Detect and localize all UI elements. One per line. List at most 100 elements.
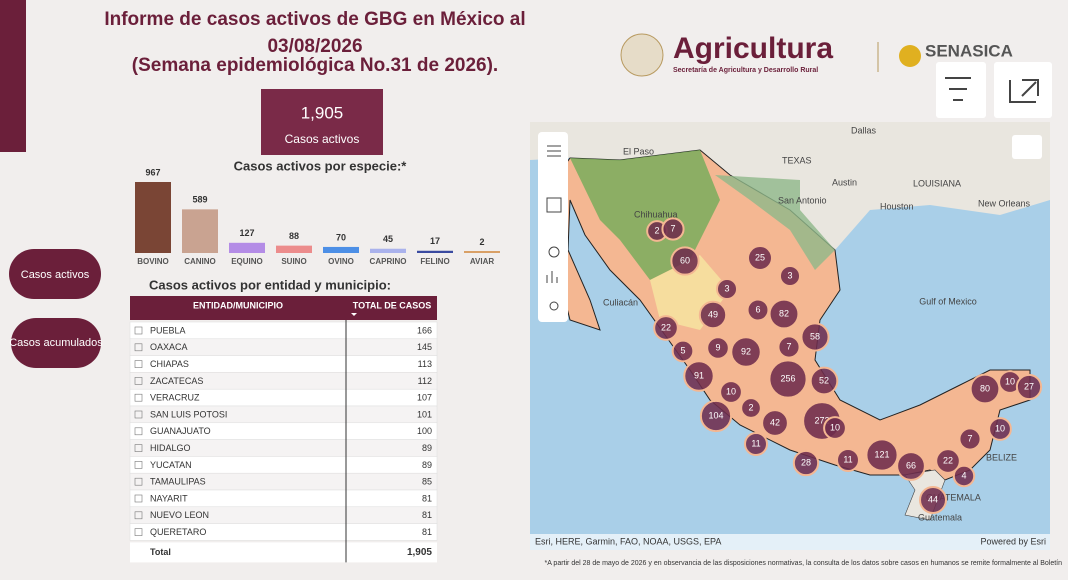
ministry: Secretaría de Agricultura y Desarrollo R…	[673, 67, 818, 74]
cluster-label: 6	[755, 304, 760, 314]
bar	[135, 182, 171, 252]
agency: SENASICA	[925, 41, 1013, 60]
row-value: 112	[418, 376, 432, 386]
row-name: TAMAULIPAS	[150, 477, 206, 487]
cluster-label: 22	[943, 455, 953, 465]
row-name: NUEVO LEON	[150, 510, 209, 520]
expand-button[interactable]	[994, 62, 1052, 118]
cluster-label: 10	[830, 422, 840, 432]
table-title: Casos activos por entidad y municipio:	[149, 277, 391, 292]
cluster-label: 7	[786, 341, 791, 351]
row-value: 81	[422, 510, 432, 520]
row-value: 166	[417, 325, 432, 335]
cluster-label: 104	[708, 410, 723, 420]
row-name: YUCATAN	[150, 460, 192, 470]
table-toggle[interactable]	[1012, 135, 1042, 159]
value-label: 967	[145, 167, 160, 177]
title: 03/08/2026	[267, 36, 362, 57]
place-label: Culiacán	[603, 297, 638, 307]
total-label: Total	[150, 547, 171, 557]
place-label: BELIZE	[986, 452, 1017, 462]
column-header: TOTAL DE CASOS	[353, 300, 432, 310]
category-label: AVIAR	[470, 257, 495, 266]
species-chart: 967BOVINO589CANINO127EQUINO88SUINO70OVIN…	[135, 167, 500, 266]
agency-logo	[899, 45, 921, 67]
value-label: 45	[383, 234, 393, 244]
total-row	[130, 542, 437, 562]
cluster-label: 3	[724, 283, 729, 293]
total-value: 1,905	[407, 547, 432, 558]
category-label: EQUINO	[231, 257, 263, 266]
cluster-label: 7	[967, 433, 972, 443]
category-label: CAPRINO	[370, 257, 407, 266]
cluster-label: 52	[819, 375, 829, 385]
row-name: CHIAPAS	[150, 359, 189, 369]
place-label: LOUISIANA	[913, 178, 961, 188]
chart-title: Casos activos por especie:*	[234, 158, 408, 173]
cluster-label: 80	[980, 383, 990, 393]
kpi-value: 1,905	[301, 103, 344, 122]
cluster-label: 91	[694, 370, 704, 380]
cluster-label: 44	[928, 494, 938, 504]
row-value: 85	[422, 477, 432, 487]
cluster-label: 11	[843, 454, 852, 464]
row-name: SAN LUIS POTOSI	[150, 409, 227, 419]
cluster-label: 2	[748, 402, 753, 412]
powered-by: Powered by Esri	[980, 536, 1046, 546]
row-name: HIDALGO	[150, 443, 191, 453]
place-label: Austin	[832, 177, 857, 187]
row-value: 145	[417, 342, 432, 352]
cluster-label: 27	[1024, 381, 1034, 391]
cluster-label: 10	[1005, 376, 1015, 386]
place-label: Dallas	[851, 125, 877, 135]
logo-seal	[621, 34, 663, 76]
footnote: *A partir del 28 de mayo de 2026 y en ob…	[544, 560, 1062, 567]
bar	[229, 243, 265, 252]
cluster-label: 82	[779, 308, 789, 318]
kpi-label: Casos activos	[285, 132, 360, 146]
cluster-label: 58	[810, 331, 820, 341]
row-value: 113	[418, 359, 432, 369]
category-label: BOVINO	[137, 257, 169, 266]
brand: Agricultura	[673, 32, 833, 65]
category-label: SUINO	[281, 257, 306, 266]
cluster-label: 25	[755, 252, 765, 262]
cluster-label: 9	[715, 342, 720, 352]
cluster-label: 4	[961, 470, 966, 480]
category-label: CANINO	[184, 257, 216, 266]
cluster-label: 49	[708, 309, 718, 319]
column-header: ENTIDAD/MUNICIPIO	[193, 300, 283, 310]
cluster-label: 10	[995, 423, 1005, 433]
place-label: Houston	[880, 201, 914, 211]
category-label: FELINO	[420, 257, 449, 266]
value-label: 70	[336, 232, 346, 242]
cluster-label: 10	[726, 386, 736, 396]
value-label: 88	[289, 231, 299, 241]
cluster-label: 121	[874, 449, 889, 459]
tab-label: Casos acumulados	[9, 337, 103, 349]
category-label: OVINO	[328, 257, 354, 266]
row-name: PUEBLA	[150, 325, 186, 335]
value-label: 2	[479, 237, 484, 247]
row-value: 107	[417, 393, 432, 403]
attribution: Esri, HERE, Garmin, FAO, NOAA, USGS, EPA	[535, 536, 721, 546]
cluster-label: 28	[801, 457, 811, 467]
cluster-label: 66	[906, 460, 916, 470]
row-value: 89	[422, 443, 432, 453]
cluster-label: 22	[661, 322, 671, 332]
value-label: 17	[430, 236, 440, 246]
place-label: New Orleans	[978, 198, 1031, 208]
cluster-label: 92	[741, 346, 751, 356]
row-name: QUERETARO	[150, 527, 206, 537]
title: Informe de casos activos de GBG en Méxic…	[104, 9, 525, 30]
cluster-label: 7	[670, 223, 675, 233]
row-name: VERACRUZ	[150, 393, 200, 403]
row-value: 81	[422, 527, 432, 537]
title: (Semana epidemiológica No.31 de 2026).	[132, 55, 498, 76]
cluster-label: 11	[751, 438, 760, 448]
cluster-label: 2	[654, 225, 659, 235]
place-label: El Paso	[623, 146, 654, 156]
place-label: Guatemala	[918, 512, 962, 522]
